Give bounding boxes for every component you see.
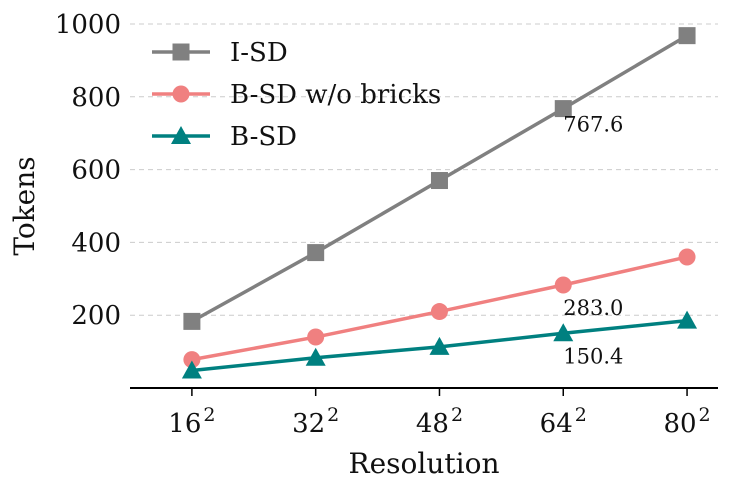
data-point-circle [430,303,448,321]
data-labels: 767.6 283.0 150.4 [563,113,623,369]
y-tick-label: 800 [71,83,121,113]
legend-label: B-SD w/o bricks [230,80,441,110]
x-tick-exponent: 2 [203,404,215,426]
x-tick-base: 80 [663,409,696,439]
data-label: 283.0 [563,296,623,320]
x-ticks: 16 2 32 2 48 2 64 2 80 2 [168,388,711,439]
data-point-triangle [181,360,202,379]
data-point-triangle [677,310,698,329]
data-point-square [678,27,696,45]
legend: I-SD B-SD w/o bricks B-SD [152,38,441,152]
x-tick-base: 64 [540,409,573,439]
x-tick-label: 80 2 [663,404,710,439]
x-tick-base: 32 [292,409,325,439]
x-tick-label: 32 2 [292,404,339,439]
data-label: 767.6 [563,113,623,137]
data-point-square [307,244,325,262]
grid [130,23,718,316]
data-point-triangle [429,336,450,355]
y-tick-label: 600 [71,156,121,186]
x-tick-exponent: 2 [575,404,587,426]
legend-marker-circle [172,85,190,103]
legend-marker-triangle [171,126,191,144]
x-tick-base: 16 [168,409,201,439]
data-point-circle [678,248,696,266]
legend-item: B-SD w/o bricks [152,80,441,110]
y-tick-label: 400 [71,228,121,258]
y-ticks: 200 400 600 800 1000 [55,10,121,331]
legend-item: B-SD [152,122,297,152]
data-point-square [183,312,201,330]
legend-marker-square [172,43,190,61]
data-point-circle [554,276,572,294]
x-tick-exponent: 2 [699,404,711,426]
y-tick-label: 200 [71,301,121,331]
data-point-circle [183,351,201,369]
data-point-triangle [305,347,326,366]
x-axis-title: Resolution [349,447,500,480]
series-layer [181,27,698,379]
x-tick-label: 48 2 [416,404,463,439]
y-tick-label: 1000 [55,10,121,40]
series-b-sd [181,310,698,379]
x-tick-exponent: 2 [451,404,463,426]
series-b-sd-w-o-bricks [183,248,696,369]
data-point-square [430,172,448,190]
x-tick-exponent: 2 [327,404,339,426]
data-point-square [554,100,572,118]
data-point-circle [307,328,325,346]
x-tick-label: 64 2 [540,404,587,439]
legend-label: I-SD [230,38,288,68]
legend-label: B-SD [230,122,297,152]
data-point-triangle [553,323,574,342]
series-i-sd [183,27,696,330]
x-tick-base: 48 [416,409,449,439]
legend-item: I-SD [152,38,288,68]
x-tick-label: 16 2 [168,404,215,439]
y-axis-title: Tokens [8,156,41,255]
data-label: 150.4 [563,344,623,368]
